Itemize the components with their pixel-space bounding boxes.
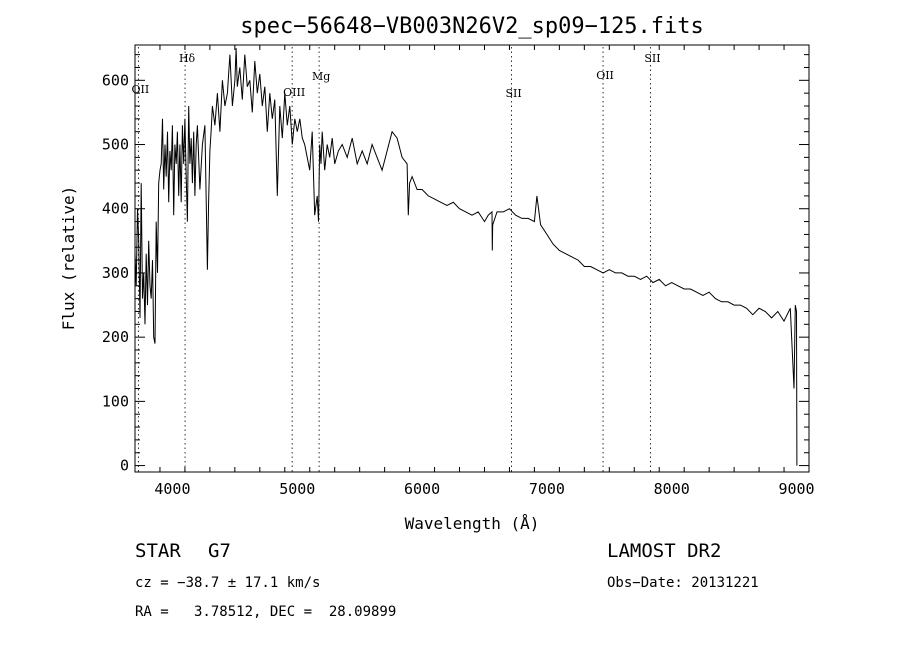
y-tick-label: 0: [120, 457, 129, 475]
y-tick-label: 200: [102, 328, 129, 346]
coordinates-text: RA = 3.78512, DEC = 28.09899: [135, 604, 397, 620]
line-marker-label: Hδ: [179, 52, 196, 65]
x-tick-label: 7000: [529, 480, 565, 498]
line-marker-label: SII: [644, 52, 660, 65]
y-tick-label: 300: [102, 264, 129, 282]
chart-title: spec−56648−VB003N26V2_sp09−125.fits: [240, 14, 704, 39]
object-type: STAR: [135, 540, 181, 562]
redshift-text: cz = −38.7 ± 17.1 km/s: [135, 575, 321, 591]
x-tick-label: 9000: [778, 480, 814, 498]
line-marker-label: OIII: [283, 86, 305, 99]
line-marker-label: OII: [596, 69, 614, 82]
survey-name: LAMOST DR2: [607, 540, 722, 562]
x-tick-label: 8000: [654, 480, 690, 498]
y-axis-label: Flux (relative): [59, 186, 78, 331]
line-marker-label: OII: [132, 83, 150, 96]
line-marker-label: Mg: [312, 70, 330, 83]
y-tick-label: 500: [102, 136, 129, 154]
y-tick-label: 400: [102, 200, 129, 218]
y-tick-label: 600: [102, 71, 129, 89]
x-tick-label: 4000: [154, 480, 190, 498]
plot-frame: [134, 44, 810, 473]
obs-date-text: Obs−Date: 20131221: [607, 575, 759, 591]
x-tick-label: 5000: [279, 480, 315, 498]
line-marker-label: SII: [505, 87, 521, 100]
y-tick-label: 100: [102, 392, 129, 410]
plot-area: 0 100 200 300 400 500 600 4000 5000 6000 7000 8000 9…: [102, 44, 815, 498]
subclass: G7: [208, 540, 231, 562]
x-axis-label: Wavelength (Å): [405, 514, 540, 533]
x-tick-label: 6000: [404, 480, 440, 498]
spectrum-line: [134, 48, 798, 466]
